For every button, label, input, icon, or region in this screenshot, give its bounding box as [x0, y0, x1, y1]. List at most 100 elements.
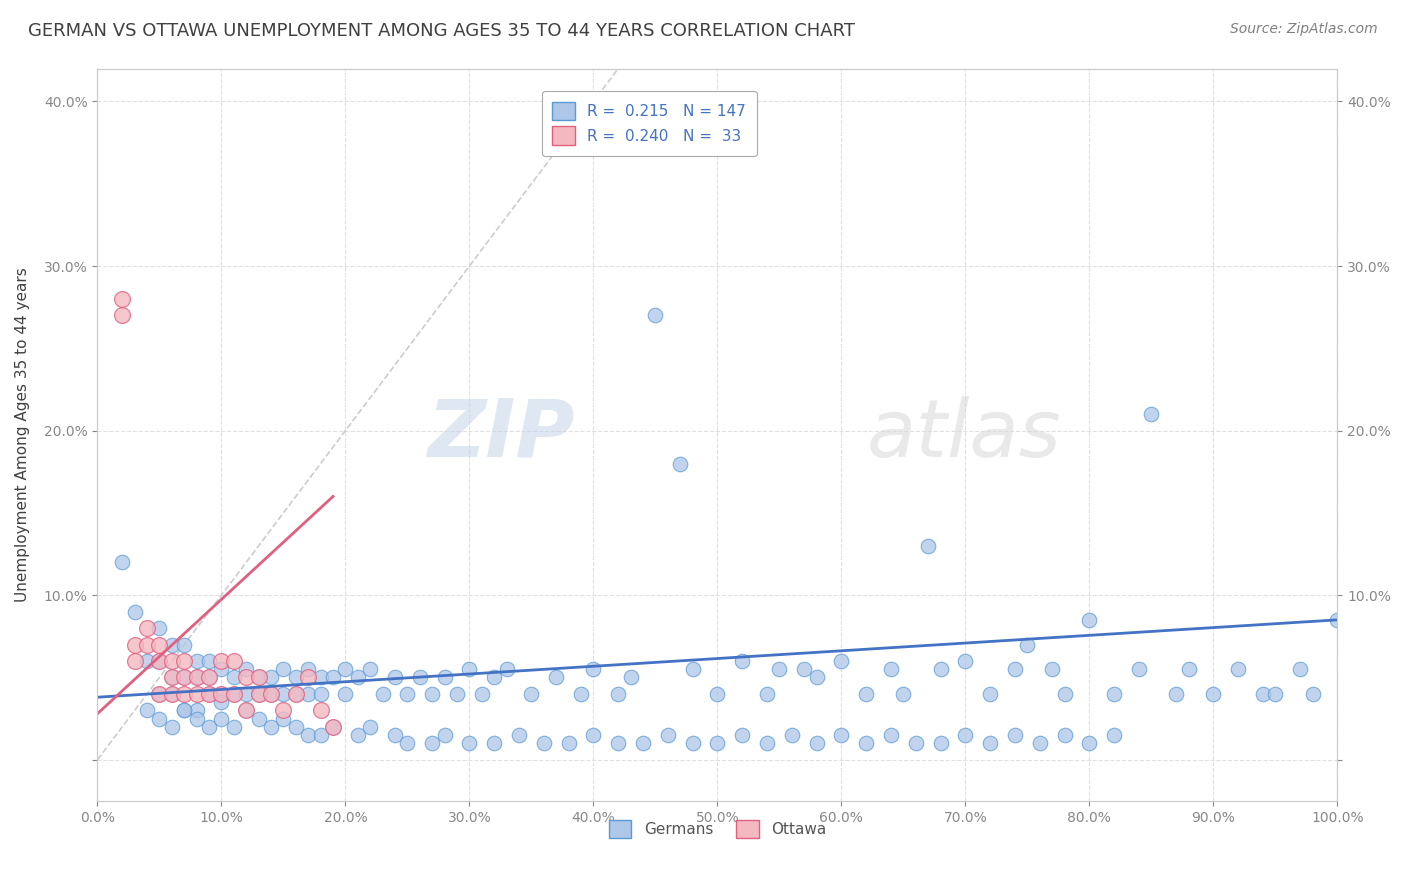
Point [929, 662, 952, 676]
Point [186, 670, 208, 684]
Point [309, 687, 332, 701]
Point [458, 736, 481, 750]
Point [160, 670, 183, 684]
Point [247, 687, 270, 701]
Point [173, 703, 195, 717]
Point [148, 621, 170, 635]
Point [235, 703, 257, 717]
Point [979, 736, 1001, 750]
Point [880, 728, 903, 742]
Point [211, 662, 233, 676]
Point [273, 687, 295, 701]
Point [855, 687, 877, 701]
Point [569, 687, 592, 701]
Point [136, 621, 159, 635]
Point [458, 662, 481, 676]
Point [260, 687, 283, 701]
Point [607, 736, 630, 750]
Point [731, 728, 754, 742]
Point [124, 638, 146, 652]
Point [1177, 662, 1199, 676]
Point [247, 670, 270, 684]
Point [631, 736, 654, 750]
Point [508, 728, 530, 742]
Point [235, 687, 257, 701]
Point [160, 638, 183, 652]
Point [186, 712, 208, 726]
Text: GERMAN VS OTTAWA UNEMPLOYMENT AMONG AGES 35 TO 44 YEARS CORRELATION CHART: GERMAN VS OTTAWA UNEMPLOYMENT AMONG AGES… [28, 22, 855, 40]
Point [644, 309, 666, 323]
Point [322, 720, 344, 734]
Point [1053, 728, 1076, 742]
Point [173, 670, 195, 684]
Point [186, 687, 208, 701]
Point [1302, 687, 1324, 701]
Y-axis label: Unemployment Among Ages 35 to 44 years: Unemployment Among Ages 35 to 44 years [15, 268, 30, 602]
Point [1227, 662, 1250, 676]
Point [1102, 687, 1125, 701]
Point [148, 638, 170, 652]
Point [1053, 687, 1076, 701]
Point [1289, 662, 1312, 676]
Point [1202, 687, 1225, 701]
Point [322, 670, 344, 684]
Point [186, 703, 208, 717]
Point [657, 728, 679, 742]
Point [198, 720, 221, 734]
Point [557, 736, 579, 750]
Point [173, 703, 195, 717]
Point [222, 720, 245, 734]
Point [1251, 687, 1274, 701]
Point [484, 670, 506, 684]
Point [111, 292, 134, 306]
Point [855, 736, 877, 750]
Point [322, 720, 344, 734]
Point [198, 687, 221, 701]
Point [136, 703, 159, 717]
Point [222, 687, 245, 701]
Point [247, 687, 270, 701]
Point [1078, 736, 1101, 750]
Point [669, 457, 692, 471]
Point [1326, 613, 1348, 627]
Point [582, 728, 605, 742]
Point [148, 687, 170, 701]
Point [136, 638, 159, 652]
Point [1166, 687, 1188, 701]
Point [396, 736, 419, 750]
Point [273, 662, 295, 676]
Point [309, 703, 332, 717]
Point [446, 687, 468, 701]
Point [222, 654, 245, 668]
Text: ZIP: ZIP [427, 396, 575, 474]
Point [160, 687, 183, 701]
Point [806, 736, 828, 750]
Point [148, 687, 170, 701]
Point [235, 670, 257, 684]
Point [607, 687, 630, 701]
Point [198, 687, 221, 701]
Point [1029, 736, 1052, 750]
Point [1078, 613, 1101, 627]
Point [1102, 728, 1125, 742]
Point [160, 720, 183, 734]
Point [1004, 728, 1026, 742]
Point [1040, 662, 1063, 676]
Point [222, 687, 245, 701]
Point [260, 687, 283, 701]
Point [893, 687, 915, 701]
Point [335, 662, 357, 676]
Point [495, 662, 517, 676]
Point [433, 728, 456, 742]
Point [682, 662, 704, 676]
Point [211, 687, 233, 701]
Point [546, 670, 568, 684]
Point [198, 670, 221, 684]
Point [235, 703, 257, 717]
Text: atlas: atlas [866, 396, 1062, 474]
Point [347, 670, 370, 684]
Point [198, 670, 221, 684]
Point [359, 662, 381, 676]
Point [148, 654, 170, 668]
Point [682, 736, 704, 750]
